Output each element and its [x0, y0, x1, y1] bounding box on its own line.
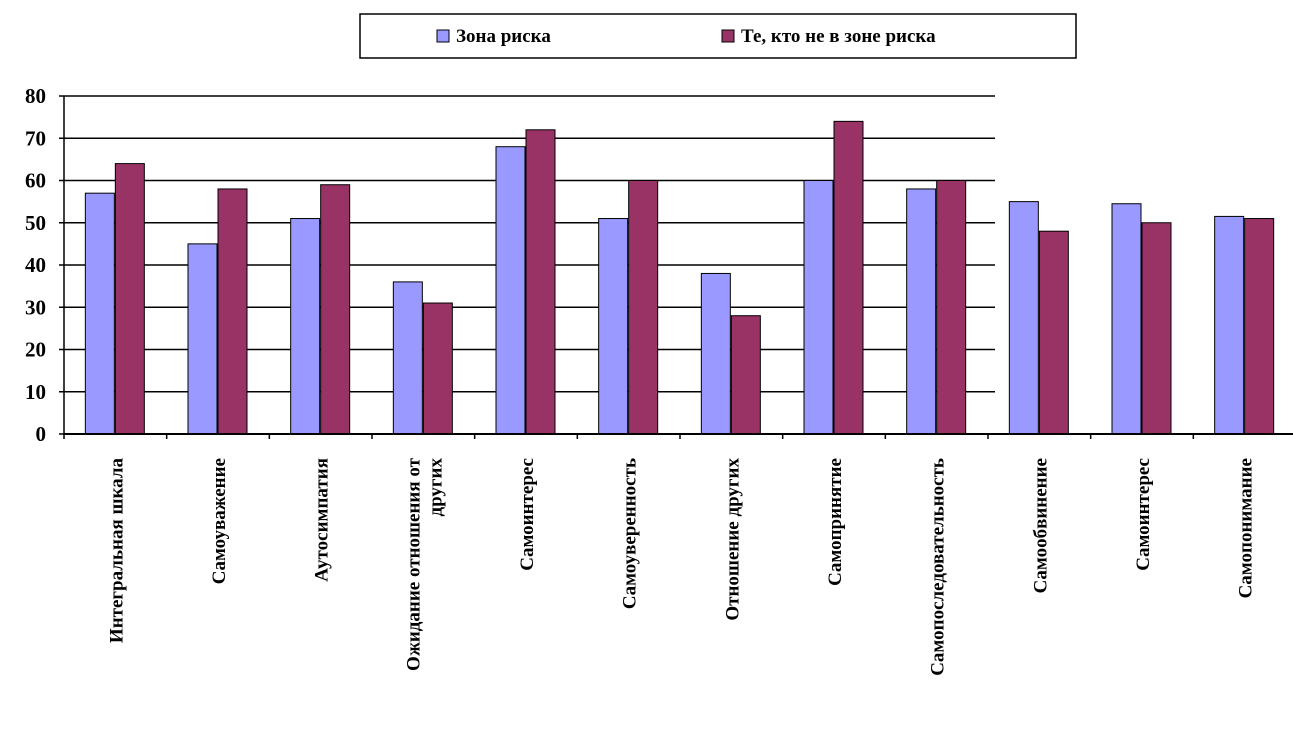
legend-frame: [359, 13, 1077, 59]
bar: [1244, 218, 1275, 435]
y-tick-label: 10: [25, 380, 46, 404]
bar: [525, 129, 556, 435]
bar: [628, 180, 659, 435]
bar: [187, 243, 218, 435]
x-category-label: Самопринятие: [825, 458, 846, 586]
bar: [598, 218, 629, 435]
legend-label-risk: Зона риска: [456, 26, 551, 47]
y-tick-label: 70: [25, 126, 46, 150]
y-tick-label: 20: [25, 338, 46, 362]
bar: [730, 315, 761, 435]
legend-swatch-risk: [436, 29, 450, 43]
bars: [84, 120, 1275, 435]
x-category-label: Самоинтерес: [517, 458, 538, 571]
x-category-label: Самоуверенность: [620, 458, 641, 609]
x-category-label: Аутосимпатия: [312, 458, 333, 582]
y-tick-label: 0: [36, 422, 47, 446]
bar: [495, 146, 526, 435]
y-tick-label: 30: [25, 295, 46, 319]
bar: [422, 302, 453, 435]
bar: [833, 120, 864, 435]
bar: [1008, 201, 1039, 435]
bar: [1111, 203, 1142, 435]
bar: [803, 180, 834, 435]
axes: [63, 96, 1293, 439]
y-tick-label: 80: [25, 84, 46, 108]
bar: [392, 281, 423, 435]
bar: [290, 218, 321, 435]
x-category-label: Ожидание отношения от: [403, 457, 424, 671]
y-tick-label: 60: [25, 169, 46, 193]
x-category-label: Самопоследовательность: [928, 458, 949, 676]
x-category-label: Интегральная шкала: [106, 458, 127, 644]
bar: [1141, 222, 1172, 435]
bar: [1214, 215, 1245, 435]
bar: [906, 188, 937, 435]
bar: [700, 272, 731, 435]
x-category-label: Самопонимание: [1236, 458, 1257, 598]
x-category-label: Отношение других: [722, 458, 743, 621]
bar: [114, 163, 145, 435]
x-category-label: других: [425, 458, 446, 517]
legend: Зона риска Те, кто не в зоне риска: [359, 13, 1077, 59]
x-axis-labels: Интегральная шкала Самоуважение Аутосимпат…: [106, 457, 1256, 675]
y-tick-label: 50: [25, 211, 46, 235]
y-tick-label: 40: [25, 253, 46, 277]
bar: [217, 188, 248, 435]
bar: [84, 192, 115, 435]
bar: [1038, 230, 1069, 435]
legend-label-no-risk: Те, кто не в зоне риска: [741, 26, 936, 47]
bar: [320, 184, 351, 435]
legend-swatch-no-risk: [721, 29, 735, 43]
x-category-label: Самоуважение: [209, 458, 230, 584]
x-category-label: Самообвинение: [1030, 458, 1051, 593]
y-axis-ticks: 0 10 20 30 40 50 60 70 80: [25, 84, 64, 446]
bar: [936, 180, 967, 435]
x-category-label: Самоинтерес: [1133, 458, 1154, 571]
